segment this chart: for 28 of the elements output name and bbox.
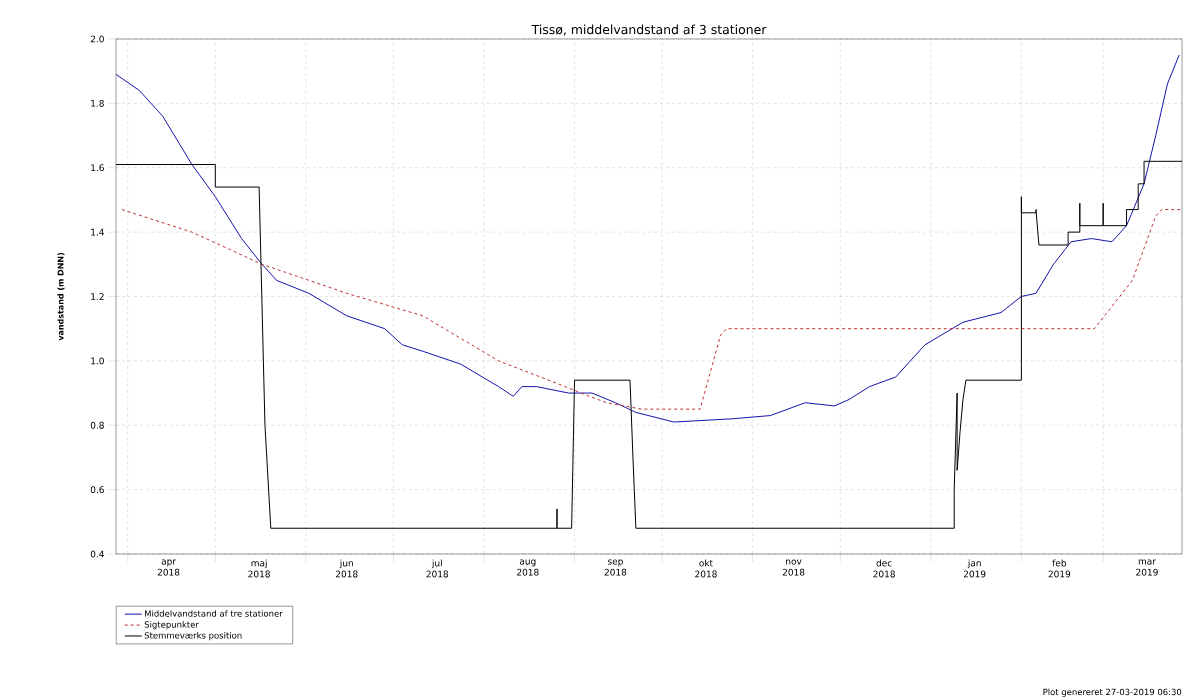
- y-tick-label: 0.6: [90, 486, 104, 493]
- x-tick-label: maj 2018: [248, 559, 270, 578]
- text: Plot genereret 27-03-2019 06:30: [1043, 688, 1182, 697]
- x-tick-label: dec 2018: [873, 559, 895, 578]
- y-tick-label: 0.4: [90, 550, 104, 558]
- chart-title: Tissø, middelvandstand af 3 stationer: [531, 24, 767, 36]
- legend-label: Sigtepunkter: [144, 621, 199, 630]
- y-tick-label: 1.2: [91, 293, 104, 300]
- x-tick-label: apr 2018: [157, 559, 180, 576]
- y-tick-label: 1.0: [91, 357, 104, 365]
- x-tick-label: aug 2018: [517, 559, 539, 576]
- x-tick-label: jul 2018: [426, 559, 449, 578]
- y-tick-label: 1.4: [91, 228, 104, 236]
- y-tick-label: 1.6: [91, 164, 104, 172]
- x-tick-label: jan 2019: [963, 559, 986, 578]
- x-tick-label: jun 2018: [335, 559, 358, 578]
- line-series: [121, 209, 1183, 410]
- legend-label: Stemmeværks position: [144, 632, 242, 641]
- legend-label: Middelvandstand af tre stationer: [145, 610, 283, 617]
- x-tick-label: mar 2019: [1136, 559, 1158, 576]
- y-tick-label: 2.0: [90, 35, 104, 43]
- y-tick-label: 1.8: [91, 99, 104, 107]
- x-tick-label: nov 2018: [782, 559, 805, 576]
- y-tick-label: 0.8: [90, 421, 104, 429]
- line-series: [116, 54, 1180, 423]
- x-tick-label: feb 2019: [1048, 559, 1071, 578]
- x-tick-label: okt 2018: [695, 559, 717, 578]
- x-tick-label: sep 2018: [604, 559, 627, 576]
